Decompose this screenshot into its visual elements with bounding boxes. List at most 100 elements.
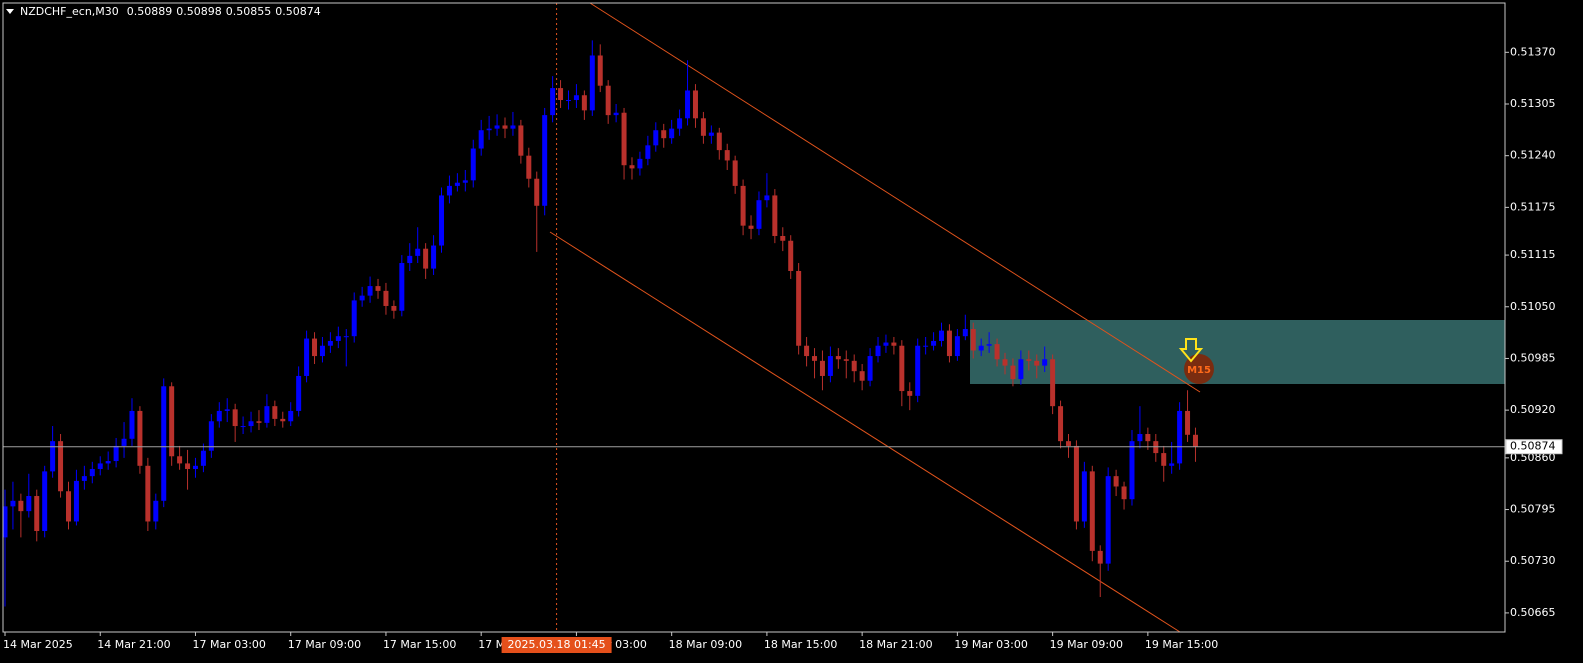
candle-body	[470, 148, 476, 181]
candle-body	[58, 441, 64, 492]
candle-body	[129, 410, 135, 439]
timeframe-badge-label: M15	[1187, 365, 1211, 376]
candle-body	[312, 338, 318, 357]
candle-body	[454, 182, 460, 186]
candle-body	[931, 340, 937, 346]
candle-body	[565, 100, 571, 102]
candle-body	[1050, 359, 1056, 407]
candle-body	[677, 118, 683, 129]
candle-body	[621, 112, 627, 166]
candle-body	[42, 471, 48, 532]
y-tick-label: 0.50920	[1510, 403, 1556, 416]
candle-body	[145, 465, 151, 522]
candle-body	[391, 305, 397, 311]
last-price-label: 0.50874	[1510, 440, 1556, 453]
candle-body	[439, 195, 445, 246]
x-tick-label: 19 Mar 03:00	[954, 638, 1027, 651]
candle-body	[1073, 445, 1079, 522]
candle-body	[1145, 433, 1151, 442]
candle-body	[248, 421, 254, 427]
candle-body	[383, 290, 389, 306]
candle-body	[764, 195, 770, 201]
candle-body	[415, 248, 421, 256]
x-tick-label: 19 Mar 09:00	[1050, 638, 1123, 651]
candle-body	[788, 240, 794, 271]
x-tick-label: 17 Mar 03:00	[192, 638, 265, 651]
candle-body	[661, 130, 667, 139]
candle-body	[812, 356, 818, 361]
candle-body	[113, 445, 119, 462]
candle-body	[526, 155, 532, 179]
candle-body	[153, 500, 159, 522]
candle-body	[899, 345, 905, 392]
candle-body	[510, 125, 516, 129]
candle-body	[89, 468, 95, 477]
candle-body	[169, 386, 175, 457]
back-layer	[549, 2, 1505, 633]
crosshair-label: 2025.03.18 01:45	[507, 638, 605, 651]
candle-body	[232, 409, 238, 427]
candle-body	[296, 375, 302, 411]
candle-body	[288, 410, 294, 422]
x-tick-label: 14 Mar 2025	[3, 638, 73, 651]
candle-body	[26, 496, 32, 512]
candle-body	[859, 371, 865, 381]
candle-body	[851, 360, 857, 372]
candle-body	[1018, 359, 1024, 380]
candle-body	[1089, 471, 1095, 551]
candle-body	[867, 356, 873, 381]
y-tick-label: 0.51370	[1510, 45, 1556, 58]
candle-body	[1161, 453, 1167, 466]
supply-zone	[970, 320, 1505, 384]
plot-frame	[2, 2, 1506, 633]
channel-upper	[589, 2, 1201, 393]
candle-body	[1042, 359, 1048, 366]
candle-body	[1002, 359, 1008, 366]
candle-body	[915, 345, 921, 396]
candle-body	[478, 130, 484, 149]
x-tick-label: 17 Mar 09:00	[288, 638, 361, 651]
candle-body	[978, 345, 984, 351]
candle-body	[692, 90, 698, 119]
y-tick-label: 0.50730	[1510, 554, 1556, 567]
candle-body	[685, 90, 691, 119]
candle-body	[399, 263, 405, 311]
candle-body	[1121, 486, 1127, 500]
y-tick-label: 0.51115	[1510, 248, 1556, 261]
candle-body	[550, 88, 556, 116]
symbol: NZDCHF_ecn,M30	[20, 5, 119, 18]
candle-body	[486, 128, 492, 131]
candle-body	[1081, 471, 1087, 522]
candle-body	[304, 338, 310, 376]
x-tick-label: 18 Mar 09:00	[669, 638, 742, 651]
candle-body	[407, 255, 413, 264]
candle-body	[1113, 476, 1119, 487]
candle-body	[772, 195, 778, 236]
candle-body	[34, 496, 40, 532]
candle-body	[923, 345, 929, 347]
candle-body	[843, 359, 849, 361]
candle-body	[1065, 441, 1071, 446]
candle-body	[939, 330, 945, 341]
y-tick-label: 0.50795	[1510, 503, 1556, 516]
y-tick-label: 0.51175	[1510, 200, 1556, 213]
front-layer: M15	[3, 338, 1505, 448]
candle-body	[50, 441, 56, 472]
candle-body	[1034, 360, 1040, 366]
candle-body	[351, 300, 357, 337]
candle-body	[1177, 410, 1183, 464]
candle-body	[796, 270, 802, 346]
candle-body	[65, 491, 71, 522]
candle-body	[1058, 406, 1064, 442]
candle-body	[613, 112, 619, 116]
candle-body	[581, 95, 587, 111]
menu-triangle	[6, 9, 14, 14]
candle-body	[1097, 550, 1103, 564]
chart-title: NZDCHF_ecn,M30 0.50889 0.50898 0.50855 0.508…	[20, 5, 321, 18]
candle-body	[875, 345, 881, 357]
candle-body	[359, 295, 365, 301]
candle-body	[185, 463, 191, 469]
candle-body	[891, 342, 897, 346]
candle-body	[1129, 441, 1135, 500]
last-close: 0.50874	[275, 5, 321, 18]
